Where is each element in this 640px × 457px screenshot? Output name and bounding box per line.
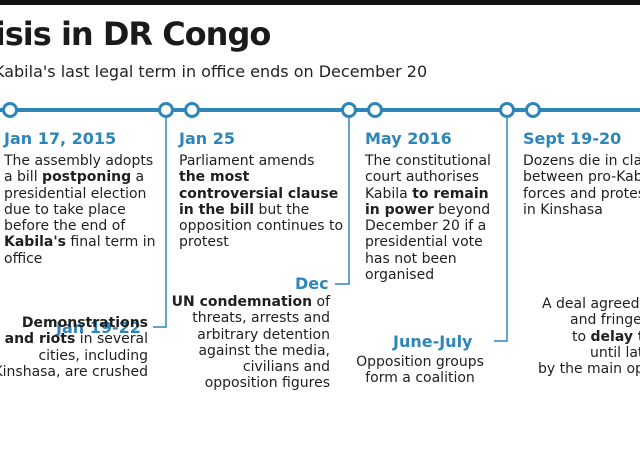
deal-line-4: by the main op <box>530 361 640 377</box>
deal-line-2: to delay the <box>530 329 640 345</box>
event-text-jan19: Demonstrations and riots in several citi… <box>0 315 148 380</box>
deal-text: delay the <box>590 328 640 345</box>
jan17-part-0: The assembly adopts a bill <box>4 153 154 186</box>
event-date-jan17: Jan 17, 2015 <box>4 129 117 148</box>
event-text-june: Opposition groups form a coalition <box>350 354 490 387</box>
deal-text: until lat <box>590 344 640 361</box>
event-date-jan25: Jan 25 <box>179 129 235 148</box>
june-part-0: Opposition groups form a coalition <box>356 354 484 387</box>
jan25-part-0: Parliament amends <box>179 153 315 169</box>
event-date-june: June-July <box>393 332 473 351</box>
jan19-part-0: Demonstrations and riots <box>4 315 148 348</box>
deal-text: to <box>572 328 591 345</box>
leader-june <box>494 118 508 342</box>
event-text-jan25: Parliament amends the most controversial… <box>179 153 345 251</box>
deal-line-3: until lat <box>530 345 640 361</box>
sept-part-0: Dozens die in cla <box>523 153 640 169</box>
marker-june <box>499 102 515 118</box>
event-text-jan17: The assembly adopts a bill postponing a … <box>4 153 162 267</box>
may2016-part-1: to remain in power <box>365 185 489 218</box>
top-bar <box>0 0 640 5</box>
event-date-sept: Sept 19-20 <box>523 129 622 148</box>
sept-part-2: forces and protes <box>523 185 640 202</box>
marker-may <box>367 102 383 118</box>
event-text-sept: Dozens die in cla between pro-Kab forces a… <box>523 153 640 218</box>
marker-jan17 <box>2 102 18 118</box>
jan17-part-2: a presidential election due to take plac… <box>4 169 147 235</box>
dec-part-0: UN condemnation <box>171 294 313 310</box>
jan17-part-3: Kabila's <box>4 234 66 251</box>
marker-jan25 <box>184 102 200 118</box>
jan25-part-1: the most controversial clause in the bil… <box>179 169 339 218</box>
jan17-part-4: final term in office <box>4 234 156 267</box>
event-text-dec: UN condemnation of threats, arrests and … <box>170 294 330 392</box>
leader-jan19 <box>153 118 167 328</box>
sept-part-3: in Kinshasa <box>523 201 603 218</box>
event-date-jan19: Jan 19-22 <box>56 318 141 337</box>
event-date-dec: Dec <box>295 274 329 293</box>
may2016-part-2: beyond December 20 if a presidential vot… <box>365 201 491 284</box>
deal-line-0: A deal agreed <box>530 296 640 312</box>
jan25-part-2: but the opposition continues to protest <box>179 201 344 251</box>
sept-part-1: between pro-Kab <box>523 169 640 186</box>
marker-jan19 <box>158 102 174 118</box>
jan19-part-1: in several cities, including Kinshasa, a… <box>0 331 148 380</box>
dec-part-1: of threats, arrests and arbitrary detent… <box>192 294 330 392</box>
deal-text: A deal agreed <box>542 296 640 312</box>
chart-title: risis in DR Congo <box>0 15 271 53</box>
event-text-may2016: The constitutional court authorises Kabi… <box>365 153 499 283</box>
jan17-part-1: postponing <box>42 169 132 186</box>
leader-dec <box>335 118 350 285</box>
may2016-part-0: The constitutional court authorises Kabi… <box>365 153 491 202</box>
marker-sept <box>525 102 541 118</box>
deal-text: and fringe <box>570 312 640 329</box>
event-date-may2016: May 2016 <box>365 129 452 148</box>
deal-line-1: and fringe <box>530 312 640 328</box>
chart-subtitle: Kabila's last legal term in office ends … <box>0 62 428 81</box>
deal-text: by the main op <box>538 361 640 378</box>
marker-dec <box>341 102 357 118</box>
